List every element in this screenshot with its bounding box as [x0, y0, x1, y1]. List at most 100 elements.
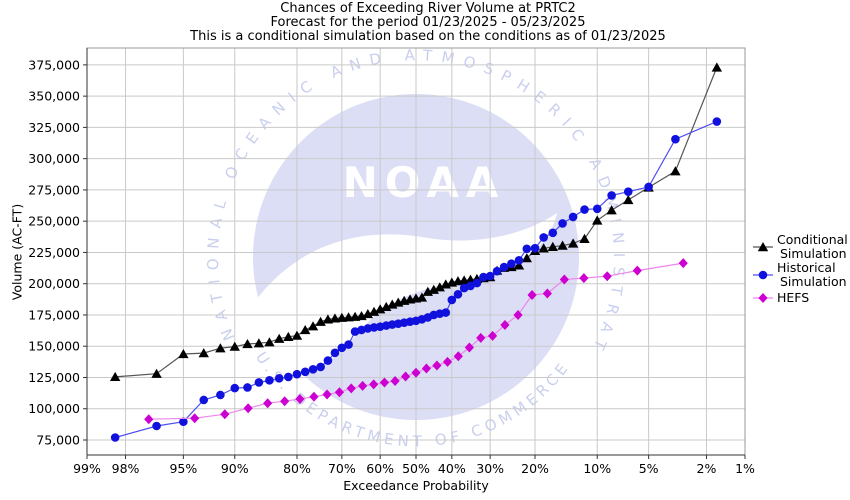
circle-data-marker — [712, 117, 722, 126]
triangle-data-marker — [109, 371, 121, 382]
triangle-data-marker — [178, 348, 189, 359]
diamond-data-marker — [400, 371, 411, 382]
y-tick-label: 225,000 — [28, 245, 80, 260]
circle-data-marker — [265, 376, 274, 385]
triangle-data-marker — [283, 331, 294, 342]
legend-label: Historical — [777, 260, 836, 275]
triangle-data-marker — [592, 215, 603, 225]
circle-data-marker — [330, 348, 340, 358]
circle-data-marker — [274, 374, 284, 383]
circle-data-marker — [254, 378, 264, 387]
diamond-data-marker — [453, 351, 463, 362]
y-tick-label: 75,000 — [36, 432, 80, 447]
x-tick-label: 5% — [639, 461, 659, 476]
x-tick-label: 1% — [735, 461, 755, 476]
diamond-data-marker — [369, 379, 379, 390]
diamond-data-marker — [487, 330, 498, 341]
circle-data-marker — [179, 417, 188, 427]
diamond-data-marker — [678, 258, 688, 269]
circle-data-marker — [447, 295, 457, 305]
triangle-data-marker — [567, 238, 579, 248]
y-tick-label: 275,000 — [28, 182, 80, 197]
circle-data-marker — [323, 356, 333, 365]
legend-label: Simulation — [780, 245, 847, 261]
triangle-data-marker — [253, 338, 265, 348]
circle-data-marker — [479, 272, 488, 282]
x-tick-label: 60% — [366, 461, 394, 476]
circle-data-marker — [284, 372, 293, 382]
conditional-simulation-marker-icon — [753, 241, 773, 251]
diamond-data-marker — [295, 393, 305, 404]
circle-data-marker — [548, 228, 558, 238]
chart-title-line3: This is a conditional simulation based o… — [190, 29, 666, 44]
circle-data-marker — [623, 187, 633, 196]
x-tick-label: 80% — [283, 461, 311, 476]
circle-data-marker — [522, 244, 532, 254]
circle-data-marker — [216, 390, 225, 400]
x-tick-label: 10% — [583, 461, 611, 476]
x-tick-label: 98% — [112, 461, 140, 476]
series-conditional-simulation — [109, 62, 723, 382]
circle-data-marker — [539, 233, 548, 242]
diamond-data-marker — [334, 387, 345, 398]
diamond-data-marker — [280, 396, 290, 407]
diamond-data-marker — [220, 409, 230, 420]
circle-data-marker — [558, 219, 567, 228]
triangle-data-marker — [557, 240, 568, 250]
triangle-data-marker — [434, 282, 445, 292]
diamond-legend-marker — [758, 293, 768, 303]
diamond-data-marker — [513, 309, 523, 320]
triangle-data-marker — [274, 333, 285, 343]
circle-data-marker — [514, 256, 524, 265]
triangle-data-marker — [198, 348, 209, 358]
circle-data-marker — [344, 340, 353, 349]
x-tick-label: 20% — [521, 461, 549, 476]
diamond-data-marker — [500, 319, 510, 330]
circle-data-marker — [671, 134, 680, 144]
diamond-data-marker — [322, 389, 332, 400]
circle-data-marker — [350, 327, 360, 336]
hefs-marker-icon — [753, 293, 773, 303]
triangle-data-marker — [711, 62, 723, 72]
circle-data-marker — [292, 369, 302, 379]
noaa-logo-letters: NOAA — [343, 158, 506, 207]
triangle-data-marker — [300, 324, 311, 335]
circle-legend-marker — [758, 270, 768, 279]
circle-data-marker — [230, 383, 240, 393]
y-tick-label: 150,000 — [28, 339, 80, 354]
circle-data-marker — [152, 421, 161, 431]
y-tick-label: 325,000 — [28, 120, 80, 135]
circle-data-marker — [110, 433, 120, 442]
triangle-data-marker — [315, 316, 326, 326]
diamond-data-marker — [263, 398, 273, 409]
circle-data-marker — [466, 281, 475, 291]
diamond-data-marker — [632, 265, 642, 276]
y-tick-label: 175,000 — [28, 307, 80, 322]
circle-data-marker — [441, 308, 451, 317]
circle-data-marker — [453, 290, 463, 299]
triangle-data-marker — [670, 166, 681, 176]
circle-data-marker — [243, 383, 252, 392]
x-tick-label: 50% — [402, 461, 430, 476]
triangle-data-marker — [538, 243, 549, 253]
triangle-data-marker — [215, 343, 226, 353]
triangle-data-marker — [428, 284, 439, 294]
x-tick-label: 90% — [221, 461, 249, 476]
triangle-data-marker — [264, 337, 275, 347]
legend-item-hefs: HEFS — [752, 291, 809, 305]
x-tick-label: 95% — [169, 461, 197, 476]
diamond-data-marker — [442, 356, 453, 367]
triangle-data-marker — [513, 260, 525, 270]
diamond-data-marker — [411, 367, 421, 378]
circle-data-marker — [199, 395, 209, 405]
circle-data-marker — [568, 212, 578, 222]
diamond-data-marker — [542, 288, 552, 299]
historical-simulation-marker-icon — [753, 270, 773, 279]
diamond-data-marker — [379, 377, 390, 388]
series-hefs — [144, 258, 688, 425]
legend-item-historical-simulation: Historical Simulation — [752, 261, 847, 288]
diamond-data-marker — [464, 342, 474, 353]
circle-data-marker — [530, 243, 540, 253]
